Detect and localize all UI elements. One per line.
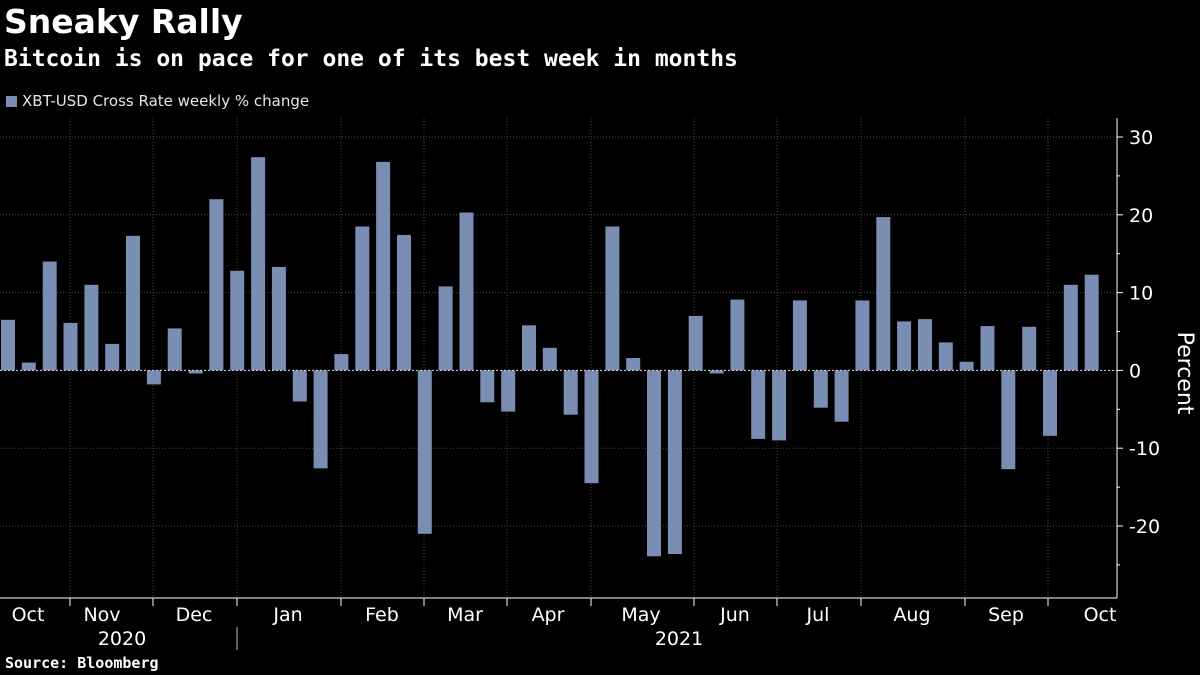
y-tick-label: 20 (1129, 205, 1153, 227)
x-tick-label: Jul (806, 604, 830, 626)
chart-title: Sneaky Rally (4, 2, 243, 41)
bar (21, 362, 36, 371)
x-tick-label: Nov (83, 604, 120, 626)
bar (980, 326, 995, 371)
bar (167, 328, 182, 371)
bar (730, 299, 745, 371)
bar (792, 300, 807, 371)
legend-swatch (6, 95, 17, 107)
bar (313, 370, 328, 469)
bar (855, 300, 870, 371)
bar (334, 354, 349, 371)
bar (271, 266, 286, 371)
source-note: Source: Bloomberg (5, 654, 159, 672)
bar (563, 370, 578, 415)
bar (480, 370, 495, 403)
bar (1063, 284, 1078, 371)
year-label: 2020 (98, 628, 146, 650)
bar (605, 226, 620, 371)
y-tick-label: 0 (1129, 360, 1141, 382)
bar (522, 325, 536, 371)
bar (230, 270, 245, 371)
bar (959, 361, 974, 371)
x-tick-label: Jun (719, 604, 750, 626)
bar (626, 358, 641, 371)
bar (42, 261, 57, 371)
bar (251, 157, 266, 371)
bar (397, 235, 411, 371)
axis-layer: 30 20 10 0 -10 -20 Percent Oct Nov Dec Jan Feb Mar Ap… (0, 118, 1197, 650)
bar (813, 370, 828, 408)
bar (1, 319, 15, 371)
year-label: 2021 (655, 628, 703, 650)
legend-label: XBT-USD Cross Rate weekly % change (22, 92, 310, 110)
bar (918, 319, 932, 371)
bar (834, 370, 849, 422)
bar (63, 322, 78, 371)
chart-subtitle: Bitcoin is on pace for one of its best w… (4, 46, 738, 72)
x-tick-label: Sep (988, 604, 1024, 626)
bar (105, 343, 120, 371)
x-tick-label: May (621, 604, 660, 626)
bar (1022, 326, 1037, 371)
bar (417, 370, 432, 534)
x-tick-label: Mar (447, 604, 483, 626)
y-axis-title: Percent (1172, 332, 1197, 415)
chart-legend: XBT-USD Cross Rate weekly % change (6, 92, 309, 110)
bar (146, 370, 161, 385)
bar (542, 347, 557, 371)
bar (292, 370, 307, 402)
bar (501, 370, 516, 412)
x-tick-label: Oct (12, 604, 45, 626)
bar (688, 315, 703, 371)
y-tick-label: 30 (1129, 127, 1153, 149)
bar (1084, 274, 1099, 371)
bar (376, 161, 391, 371)
bar (647, 370, 661, 557)
bar (209, 199, 224, 371)
bar (1001, 370, 1016, 470)
x-tick-label: Dec (176, 604, 213, 626)
bar (876, 217, 891, 371)
bar (584, 370, 599, 484)
bar (84, 284, 99, 371)
x-tick-label: Aug (893, 604, 930, 626)
bar (188, 370, 203, 374)
y-tick-label: -10 (1129, 438, 1160, 460)
bar (751, 370, 766, 439)
bar (938, 342, 953, 371)
bar (459, 212, 474, 371)
y-tick-label: -20 (1129, 516, 1160, 538)
bar (667, 370, 682, 554)
bar (355, 226, 370, 371)
y-tick-label: 10 (1129, 283, 1153, 305)
x-tick-label: Oct (1084, 604, 1117, 626)
x-tick-label: Jan (272, 604, 302, 626)
bar (438, 286, 453, 371)
bar (126, 235, 140, 371)
x-tick-label: Apr (532, 604, 565, 626)
bar (709, 370, 724, 374)
bar (772, 370, 787, 441)
bar (1043, 370, 1057, 436)
x-tick-label: Feb (365, 604, 399, 626)
bar (897, 321, 912, 371)
bar-layer (1, 157, 1099, 557)
